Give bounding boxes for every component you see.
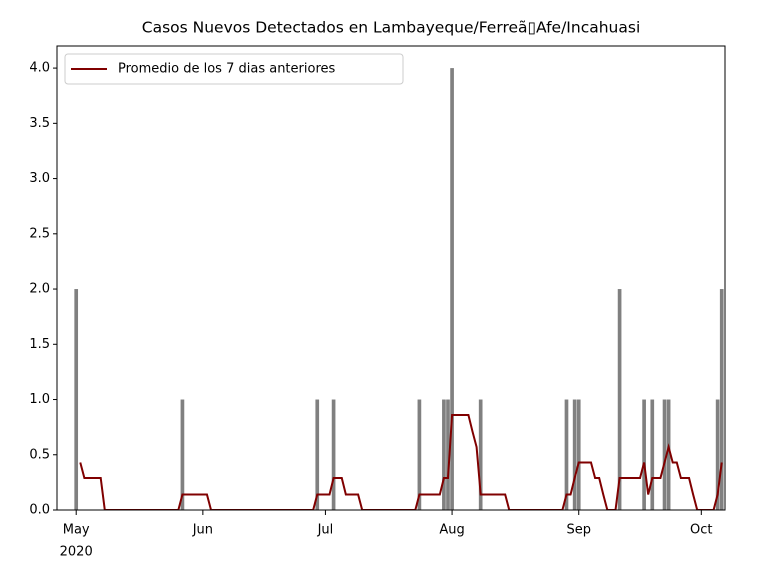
- y-tick-label: 4.0: [29, 61, 50, 76]
- bar: [315, 399, 320, 510]
- bar: [617, 289, 622, 510]
- legend-box: [64, 53, 404, 85]
- y-tick-label: 0.0: [29, 503, 50, 518]
- chart-title: Casos Nuevos Detectados en Lambayeque/Fe…: [142, 19, 641, 37]
- bar: [450, 68, 454, 510]
- bar: [417, 399, 422, 510]
- bar: [180, 399, 185, 510]
- bar: [446, 399, 450, 510]
- y-tick-label: 2.0: [29, 282, 50, 297]
- bar: [478, 399, 483, 510]
- y-tick-label: 0.5: [29, 447, 50, 462]
- bar: [576, 399, 581, 510]
- bar: [572, 399, 577, 510]
- bar: [650, 399, 655, 510]
- bar: [666, 399, 671, 510]
- x-tick-label: May: [63, 523, 90, 538]
- bar: [331, 399, 336, 510]
- x-tick-year: 2020: [60, 545, 93, 560]
- y-tick-label: 3.0: [29, 171, 50, 186]
- bar: [715, 399, 720, 510]
- x-tick-label: Sep: [566, 523, 591, 538]
- x-tick-label: Aug: [439, 523, 464, 538]
- bar: [442, 399, 446, 510]
- y-tick-label: 3.5: [29, 116, 50, 131]
- bar: [662, 399, 667, 510]
- y-tick-label: 2.5: [29, 226, 50, 241]
- axes-frame: [56, 45, 726, 511]
- line-series: [79, 413, 723, 510]
- y-tick-label: 1.5: [29, 337, 50, 352]
- x-tick-label: Jul: [317, 523, 334, 538]
- legend-label: Promedio de los 7 dias anteriores: [118, 62, 335, 77]
- legend: Promedio de los 7 dias anteriores: [64, 53, 404, 85]
- y-tick-label: 1.0: [29, 392, 50, 407]
- bar: [564, 399, 569, 510]
- bar: [719, 289, 724, 510]
- plot: [74, 68, 724, 510]
- bar: [642, 399, 646, 510]
- x-tick-label: Jun: [192, 523, 213, 538]
- bar: [74, 289, 79, 510]
- x-tick-label: Oct: [690, 523, 712, 538]
